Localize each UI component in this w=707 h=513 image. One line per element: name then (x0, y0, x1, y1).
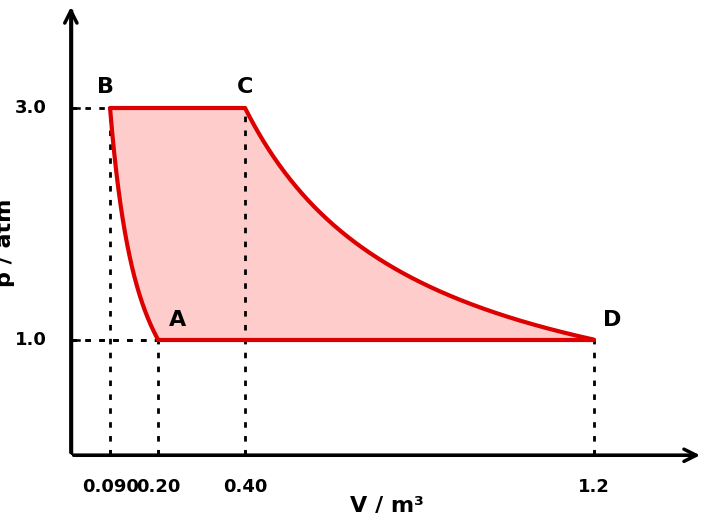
Text: 3.0: 3.0 (15, 100, 47, 117)
Text: A: A (169, 310, 186, 330)
Text: 0.40: 0.40 (223, 479, 267, 497)
Text: B: B (98, 77, 115, 97)
Text: C: C (237, 77, 253, 97)
Text: p / atm: p / atm (0, 199, 16, 287)
Text: 0.090: 0.090 (81, 479, 139, 497)
Text: 1.2: 1.2 (578, 479, 610, 497)
Polygon shape (110, 108, 594, 340)
Text: V / m³: V / m³ (350, 495, 423, 513)
Text: 1.0: 1.0 (15, 330, 47, 349)
Text: 0.20: 0.20 (136, 479, 180, 497)
Text: D: D (602, 310, 621, 330)
